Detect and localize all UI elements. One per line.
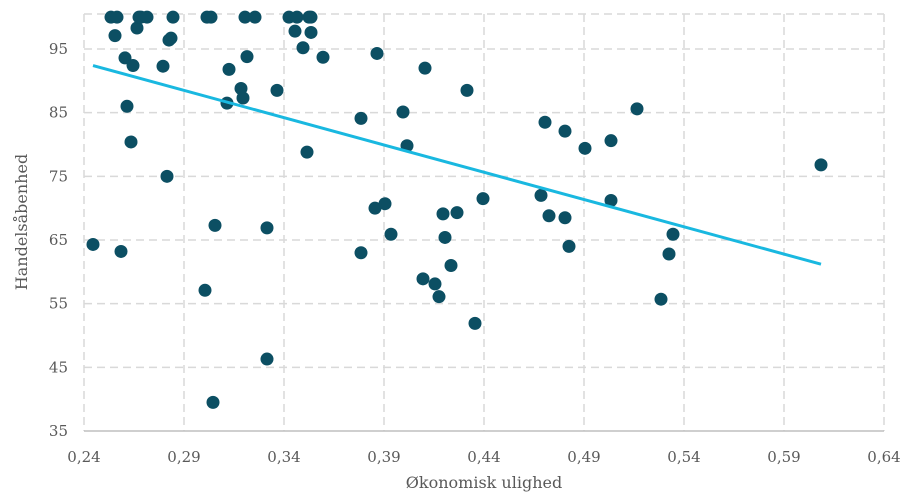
data-point <box>236 91 250 105</box>
data-point <box>114 244 128 258</box>
data-point <box>304 25 318 39</box>
data-point <box>86 237 100 251</box>
data-point <box>140 10 154 24</box>
data-point <box>428 277 442 291</box>
data-point <box>206 395 220 409</box>
data-point <box>124 135 138 149</box>
y-tick-label: 95 <box>49 40 68 58</box>
x-tick-label: 0,29 <box>167 448 200 466</box>
x-tick-labels: 0,24 0,29 0,34 0,39 0,44 0,49 0,54 0,59 0,64 <box>67 448 900 466</box>
y-tick-label: 35 <box>49 422 68 440</box>
data-point <box>198 283 212 297</box>
data-point <box>558 124 572 138</box>
data-point <box>468 316 482 330</box>
data-point <box>108 29 122 43</box>
data-point <box>396 105 410 119</box>
data-point <box>542 209 556 223</box>
data-point <box>260 221 274 235</box>
data-point <box>534 188 548 202</box>
data-point <box>630 102 644 116</box>
data-point <box>460 83 474 97</box>
data-point <box>260 352 274 366</box>
x-tick-label: 0,34 <box>267 448 300 466</box>
x-tick-label: 0,64 <box>867 448 900 466</box>
y-tick-label: 75 <box>49 167 68 185</box>
data-point <box>438 230 452 244</box>
data-point <box>120 99 134 113</box>
data-point <box>578 141 592 155</box>
gridlines <box>83 13 885 432</box>
data-point <box>304 10 318 24</box>
data-point <box>416 272 430 286</box>
data-point <box>662 247 676 261</box>
data-point <box>156 59 170 73</box>
data-point <box>378 197 392 211</box>
data-point <box>288 24 302 38</box>
data-point <box>368 201 382 215</box>
y-axis-title: Handelsåbenhed <box>12 154 31 290</box>
x-tick-label: 0,49 <box>567 448 600 466</box>
data-point <box>300 145 314 159</box>
x-tick-label: 0,39 <box>367 448 400 466</box>
data-point <box>166 10 180 24</box>
y-tick-label: 85 <box>49 104 68 122</box>
data-point <box>666 227 680 241</box>
y-tick-label: 55 <box>49 295 68 313</box>
y-tick-label: 45 <box>49 358 68 376</box>
data-point <box>476 192 490 206</box>
data-point <box>562 239 576 253</box>
x-tick-label: 0,54 <box>667 448 700 466</box>
data-point <box>444 258 458 272</box>
data-point <box>208 218 222 232</box>
data-point <box>558 211 572 225</box>
data-point <box>164 31 178 45</box>
x-tick-label: 0,59 <box>767 448 800 466</box>
data-point <box>204 10 218 24</box>
data-point <box>238 10 252 24</box>
data-point <box>248 10 262 24</box>
data-point <box>222 62 236 76</box>
data-point <box>354 246 368 260</box>
data-point <box>290 10 304 24</box>
data-point <box>450 206 464 220</box>
data-point <box>240 50 254 64</box>
data-point <box>604 194 618 208</box>
data-point <box>354 111 368 125</box>
data-point <box>604 134 618 148</box>
data-point <box>370 46 384 60</box>
data-point <box>270 83 284 97</box>
data-point <box>110 10 124 24</box>
x-tick-label: 0,24 <box>67 448 100 466</box>
trendline <box>92 64 822 266</box>
x-tick-label: 0,44 <box>467 448 500 466</box>
data-points <box>86 10 828 409</box>
data-point <box>418 61 432 75</box>
x-axis-title: Økonomisk ulighed <box>406 473 562 492</box>
data-point <box>432 290 446 304</box>
data-point <box>130 21 144 35</box>
data-point <box>126 59 140 73</box>
data-point <box>538 115 552 129</box>
data-point <box>316 50 330 64</box>
data-point <box>384 227 398 241</box>
data-point <box>814 158 828 172</box>
data-point <box>436 207 450 221</box>
data-point <box>296 41 310 55</box>
data-point <box>654 292 668 306</box>
y-tick-label: 65 <box>49 231 68 249</box>
y-tick-labels: 35 45 55 65 75 85 95 <box>49 40 68 440</box>
data-point <box>160 169 174 183</box>
